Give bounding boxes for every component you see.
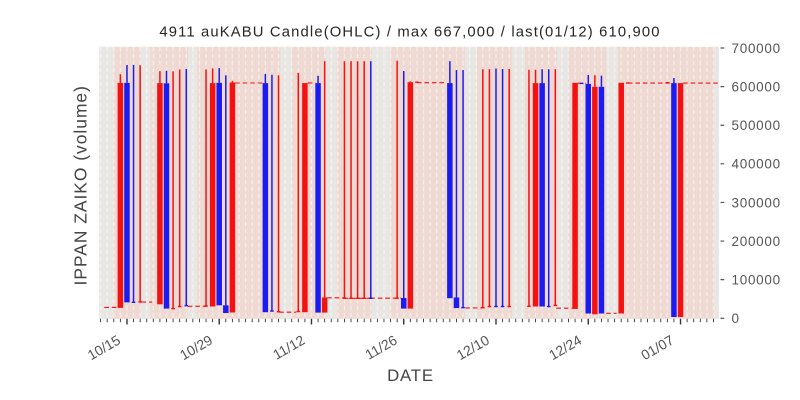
svg-text:300000: 300000 [732,195,781,210]
svg-text:0: 0 [732,311,740,326]
svg-text:DATE: DATE [387,366,434,385]
svg-text:100000: 100000 [732,273,781,288]
svg-text:IPPAN ZAIKO (volume): IPPAN ZAIKO (volume) [71,85,91,285]
svg-text:600000: 600000 [732,80,781,95]
svg-text:500000: 500000 [732,118,781,133]
svg-text:4911 auKABU Candle(OHLC) / max: 4911 auKABU Candle(OHLC) / max 667,000 /… [159,25,660,41]
svg-text:700000: 700000 [732,41,781,56]
svg-text:200000: 200000 [732,234,781,249]
svg-text:400000: 400000 [732,157,781,172]
